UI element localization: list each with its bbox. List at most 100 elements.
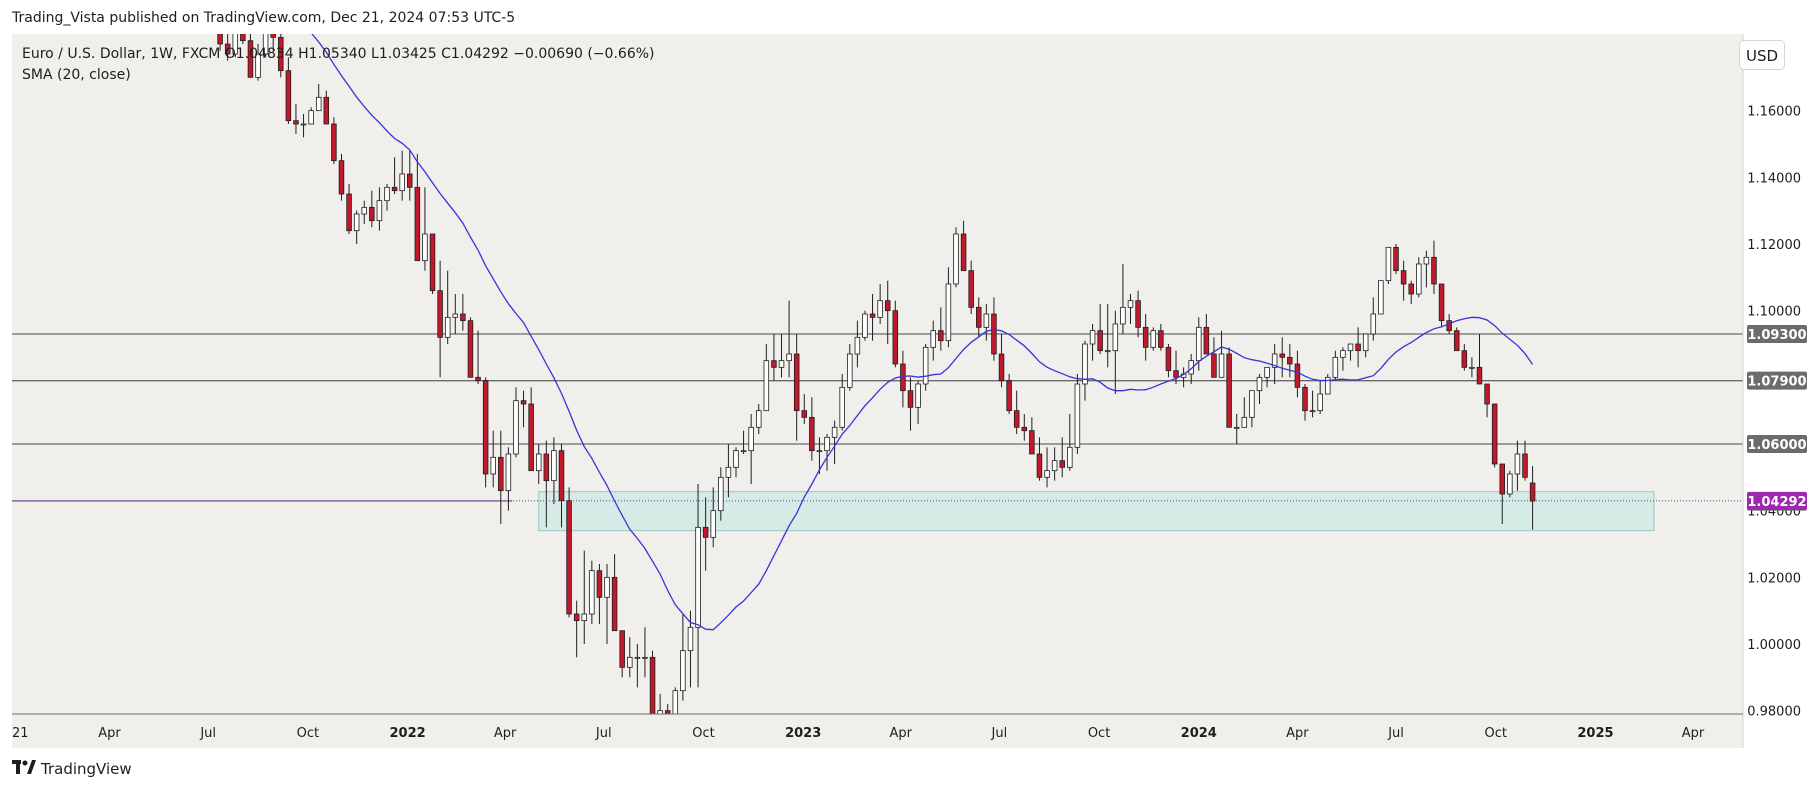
- candle-down[interactable]: [1059, 437, 1065, 478]
- legend-indicator[interactable]: SMA (20, close): [22, 67, 131, 83]
- candle-up[interactable]: [922, 344, 929, 391]
- candle-up[interactable]: [535, 444, 542, 484]
- candle-down[interactable]: [1226, 347, 1232, 428]
- candle-up[interactable]: [1309, 390, 1316, 418]
- candle-up[interactable]: [1067, 414, 1073, 471]
- candle-down[interactable]: [1355, 327, 1361, 368]
- candle-up[interactable]: [1241, 397, 1248, 428]
- candle-down[interactable]: [543, 440, 550, 528]
- plot-area[interactable]: [12, 34, 1743, 748]
- candle-down[interactable]: [1097, 304, 1103, 354]
- candle-down[interactable]: [1211, 337, 1217, 378]
- candle-down[interactable]: [1029, 417, 1035, 455]
- candle-up[interactable]: [763, 344, 770, 412]
- candle-down[interactable]: [240, 34, 246, 44]
- candle-down[interactable]: [1279, 337, 1285, 378]
- candle-down[interactable]: [809, 397, 815, 461]
- candle-up[interactable]: [1218, 330, 1225, 378]
- candle-up[interactable]: [687, 610, 694, 688]
- candle-down[interactable]: [331, 117, 337, 164]
- candle-down[interactable]: [369, 190, 375, 228]
- candle-down[interactable]: [346, 184, 352, 234]
- candle-down[interactable]: [1522, 440, 1528, 481]
- candle-down[interactable]: [414, 154, 421, 262]
- candle-down[interactable]: [1006, 374, 1012, 414]
- candle-down[interactable]: [391, 157, 398, 194]
- candle-up[interactable]: [1469, 357, 1475, 378]
- candle-up[interactable]: [232, 34, 239, 58]
- candle-down[interactable]: [467, 317, 474, 378]
- candle-up[interactable]: [718, 467, 724, 521]
- candle-down[interactable]: [1431, 240, 1437, 294]
- candle-down[interactable]: [1021, 414, 1028, 441]
- candle-down[interactable]: [1294, 350, 1301, 398]
- candle-up[interactable]: [308, 107, 314, 125]
- candle-up[interactable]: [1264, 366, 1270, 388]
- candle-up[interactable]: [839, 374, 845, 431]
- candle-down[interactable]: [293, 104, 299, 134]
- candle-up[interactable]: [1332, 350, 1339, 381]
- candle-down[interactable]: [938, 307, 944, 351]
- candle-up[interactable]: [1362, 333, 1369, 358]
- candle-up[interactable]: [915, 380, 921, 424]
- candle-up[interactable]: [672, 687, 679, 744]
- candle-up[interactable]: [1082, 340, 1088, 401]
- level-badge[interactable]: 1.06000: [1747, 438, 1806, 453]
- candle-down[interactable]: [1484, 383, 1490, 418]
- candle-down[interactable]: [1499, 463, 1506, 524]
- candle-down[interactable]: [1408, 280, 1414, 304]
- candle-down[interactable]: [596, 564, 603, 624]
- candle-down[interactable]: [907, 377, 914, 431]
- candle-down[interactable]: [664, 704, 671, 748]
- candle-up[interactable]: [983, 304, 990, 341]
- candle-up[interactable]: [1507, 470, 1513, 498]
- candle-up[interactable]: [255, 44, 261, 81]
- candle-up[interactable]: [1378, 280, 1384, 315]
- candle-up[interactable]: [778, 334, 785, 378]
- sma-line[interactable]: [311, 34, 1534, 631]
- candle-down[interactable]: [1158, 324, 1164, 351]
- candle-down[interactable]: [793, 334, 800, 441]
- currency-button[interactable]: USD: [1739, 40, 1785, 70]
- candle-up[interactable]: [1340, 347, 1346, 371]
- candle-up[interactable]: [505, 447, 512, 511]
- candle-down[interactable]: [968, 260, 974, 314]
- candle-down[interactable]: [482, 377, 489, 488]
- level-badge[interactable]: 1.09300: [1747, 328, 1806, 343]
- candle-up[interactable]: [725, 444, 732, 498]
- time-axis-background[interactable]: [12, 714, 1743, 748]
- candle-up[interactable]: [847, 344, 853, 391]
- candle-up[interactable]: [551, 437, 557, 504]
- candle-up[interactable]: [1112, 310, 1119, 394]
- candle-up[interactable]: [634, 644, 641, 688]
- candle-down[interactable]: [1529, 466, 1536, 530]
- candle-down[interactable]: [1287, 344, 1293, 378]
- candle-down[interactable]: [619, 630, 625, 678]
- candle-up[interactable]: [657, 694, 663, 748]
- candle-up[interactable]: [627, 637, 633, 678]
- candle-up[interactable]: [733, 447, 739, 478]
- candle-down[interactable]: [528, 387, 534, 472]
- candle-up[interactable]: [710, 487, 716, 548]
- candle-up[interactable]: [1423, 250, 1430, 288]
- candle-down[interactable]: [960, 220, 967, 272]
- candle-up[interactable]: [315, 84, 322, 112]
- candle-up[interactable]: [1044, 447, 1050, 488]
- candle-down[interactable]: [1135, 290, 1141, 338]
- plot-background[interactable]: [12, 34, 1743, 714]
- candlestick-chart[interactable]: 1.160001.140001.120001.100001.080001.060…: [12, 34, 1815, 748]
- candle-down[interactable]: [702, 497, 709, 571]
- candle-down[interactable]: [1203, 314, 1210, 355]
- candle-down[interactable]: [1400, 260, 1407, 301]
- candle-up[interactable]: [755, 404, 762, 434]
- candle-up[interactable]: [1233, 414, 1240, 444]
- candle-up[interactable]: [1347, 343, 1354, 361]
- candle-down[interactable]: [407, 150, 413, 201]
- candle-down[interactable]: [998, 334, 1005, 388]
- candle-down[interactable]: [884, 280, 891, 344]
- candle-up[interactable]: [1317, 380, 1323, 414]
- candle-up[interactable]: [877, 284, 883, 324]
- candle-down[interactable]: [270, 34, 276, 51]
- candle-down[interactable]: [649, 650, 656, 748]
- candle-up[interactable]: [581, 550, 588, 644]
